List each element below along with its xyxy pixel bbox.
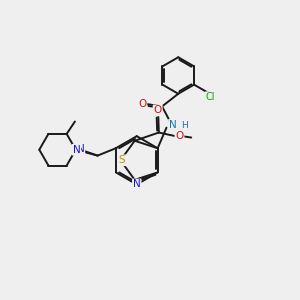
Text: H: H xyxy=(181,121,188,130)
Text: N: N xyxy=(133,179,141,190)
Text: Cl: Cl xyxy=(206,92,215,102)
Text: N: N xyxy=(169,120,177,130)
Text: O: O xyxy=(138,99,146,109)
Text: N: N xyxy=(76,144,84,154)
Text: O: O xyxy=(175,131,184,141)
Text: S: S xyxy=(119,155,125,165)
Text: N: N xyxy=(73,145,80,155)
Text: O: O xyxy=(154,105,162,116)
